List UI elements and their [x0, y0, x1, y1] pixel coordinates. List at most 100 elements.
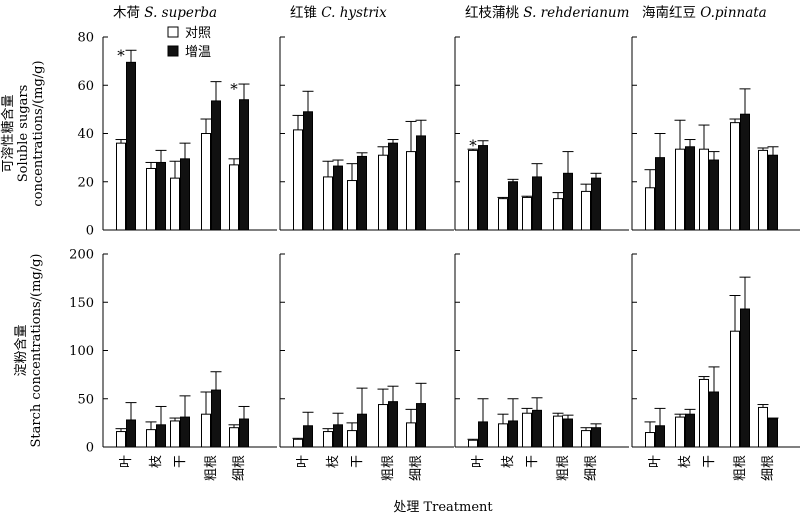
x-tick-label: 细根 — [409, 455, 424, 481]
panel: 叶 枝干 粗根 细根 — [631, 253, 800, 481]
y-axis-label-line: 可溶性糖含量 — [0, 94, 16, 172]
warming-bar — [333, 424, 343, 448]
panel-title-latin: O.pinnata — [700, 5, 766, 21]
x-tick-label: 干 — [350, 455, 365, 468]
y-tick-label: 200 — [69, 248, 94, 263]
significance-marker: * — [469, 137, 477, 155]
control-bar — [730, 330, 740, 448]
control-bar — [581, 430, 591, 448]
warming-bar — [357, 413, 367, 448]
control-bar — [675, 148, 685, 231]
x-tick-label-text: 细根 — [584, 455, 599, 481]
warming-bar — [333, 165, 343, 231]
control-bar — [645, 432, 655, 448]
control-bar — [699, 148, 709, 231]
control-bar — [498, 423, 508, 448]
warming-bar — [357, 155, 367, 231]
control-bar — [758, 149, 768, 231]
control-bar — [229, 164, 239, 231]
warming-bar — [126, 419, 136, 448]
warming-bar — [563, 418, 573, 448]
control-bar — [146, 429, 156, 448]
y-tick-label: 0 — [86, 441, 94, 456]
y-tick-label: 20 — [77, 175, 94, 190]
control-bar — [146, 167, 156, 231]
warming-bar — [239, 99, 249, 231]
x-tick-label: 粗根 — [204, 455, 219, 481]
x-tick-label-text: 细根 — [409, 455, 424, 481]
legend-label-warming: 增温 — [185, 45, 211, 60]
panel-title: 木荷 S. superba — [113, 5, 217, 21]
warming-bar — [563, 172, 573, 231]
y-tick-label: 40 — [77, 127, 94, 142]
control-bar — [522, 196, 532, 231]
warming-bar — [508, 420, 518, 448]
y-axis-label-line: Soluble sugars — [16, 85, 31, 183]
y-tick-label: 50 — [77, 392, 94, 407]
warming-bar — [508, 181, 518, 231]
warming-bar — [478, 145, 488, 231]
warming-bar — [655, 425, 665, 448]
control-bar — [201, 413, 211, 448]
y-axis-label-line: Starch concentrations/(mg/g) — [29, 253, 44, 447]
y-axis-label: 可溶性糖含量 Soluble sugars concentrations/(mg/g… — [0, 60, 46, 206]
x-tick-label-text: 叶 — [471, 455, 486, 468]
x-tick-label: 干 — [525, 455, 540, 468]
control-bar — [406, 422, 416, 448]
y-tick-label: 60 — [77, 79, 94, 94]
warming-bar — [740, 308, 750, 448]
panel: 叶 枝干 粗根 细根 — [454, 253, 629, 481]
warming-bar — [239, 418, 249, 448]
panel-title: 红锥 C. hystrix — [290, 5, 387, 21]
control-bar — [201, 133, 211, 231]
panel-title: 海南红豆 O.pinnata — [642, 5, 767, 21]
legend-swatch-control — [167, 26, 179, 38]
x-tick-label-text: 干 — [525, 455, 540, 468]
panel-title: 红枝蒲桃 S. rehderianum — [465, 5, 629, 21]
x-tick-label: 粗根 — [733, 455, 748, 481]
x-tick-label: 叶 — [119, 455, 134, 468]
warming-bar — [768, 418, 778, 448]
warming-bar — [591, 427, 601, 448]
control-bar — [675, 416, 685, 448]
legend-swatch-warming — [167, 45, 179, 57]
x-tick-label-text: 叶 — [296, 455, 311, 468]
panel: 叶 枝干 粗根 细根 — [102, 253, 277, 481]
y-tick-label: 0 — [86, 224, 94, 239]
x-tick-label-text: 细根 — [232, 455, 247, 481]
panel: 红枝蒲桃 S. rehderianum * — [454, 5, 629, 231]
significance-marker: * — [230, 80, 238, 98]
control-bar — [406, 151, 416, 231]
panel-title-latin: S. rehderianum — [523, 5, 629, 21]
x-tick-label-text: 叶 — [119, 455, 134, 468]
warming-bar — [685, 146, 695, 231]
panel-title-latin: C. hystrix — [321, 5, 387, 21]
control-bar — [347, 180, 357, 231]
control-bar — [522, 412, 532, 448]
warming-bar — [709, 391, 719, 448]
warming-bar — [416, 403, 426, 448]
x-tick-label-text: 粗根 — [556, 455, 571, 481]
warming-bar — [685, 413, 695, 448]
x-tick-label-text: 枝 — [326, 455, 341, 468]
control-bar — [553, 415, 563, 448]
y-axis-label-line: 淀粉含量 — [13, 324, 29, 376]
x-tick-label-text: 干 — [173, 455, 188, 468]
warming-bar — [211, 100, 221, 231]
panel: 木荷 S. superba * * — [102, 5, 277, 231]
panel: 海南红豆 O.pinnata — [631, 5, 800, 231]
warming-bar — [388, 142, 398, 231]
control-bar — [730, 122, 740, 231]
warming-bar — [709, 159, 719, 231]
control-bar — [293, 438, 303, 448]
x-tick-label-text: 细根 — [761, 455, 776, 481]
x-tick-label: 枝 — [678, 455, 693, 468]
control-bar — [553, 198, 563, 231]
control-bar — [293, 129, 303, 231]
warming-bar — [303, 425, 313, 448]
control-bar — [347, 430, 357, 448]
control-bar — [378, 154, 388, 231]
panel-title-chinese: 红锥 — [290, 5, 321, 21]
panel-title-latin: S. superba — [144, 5, 217, 21]
y-tick-label: 100 — [69, 344, 94, 359]
